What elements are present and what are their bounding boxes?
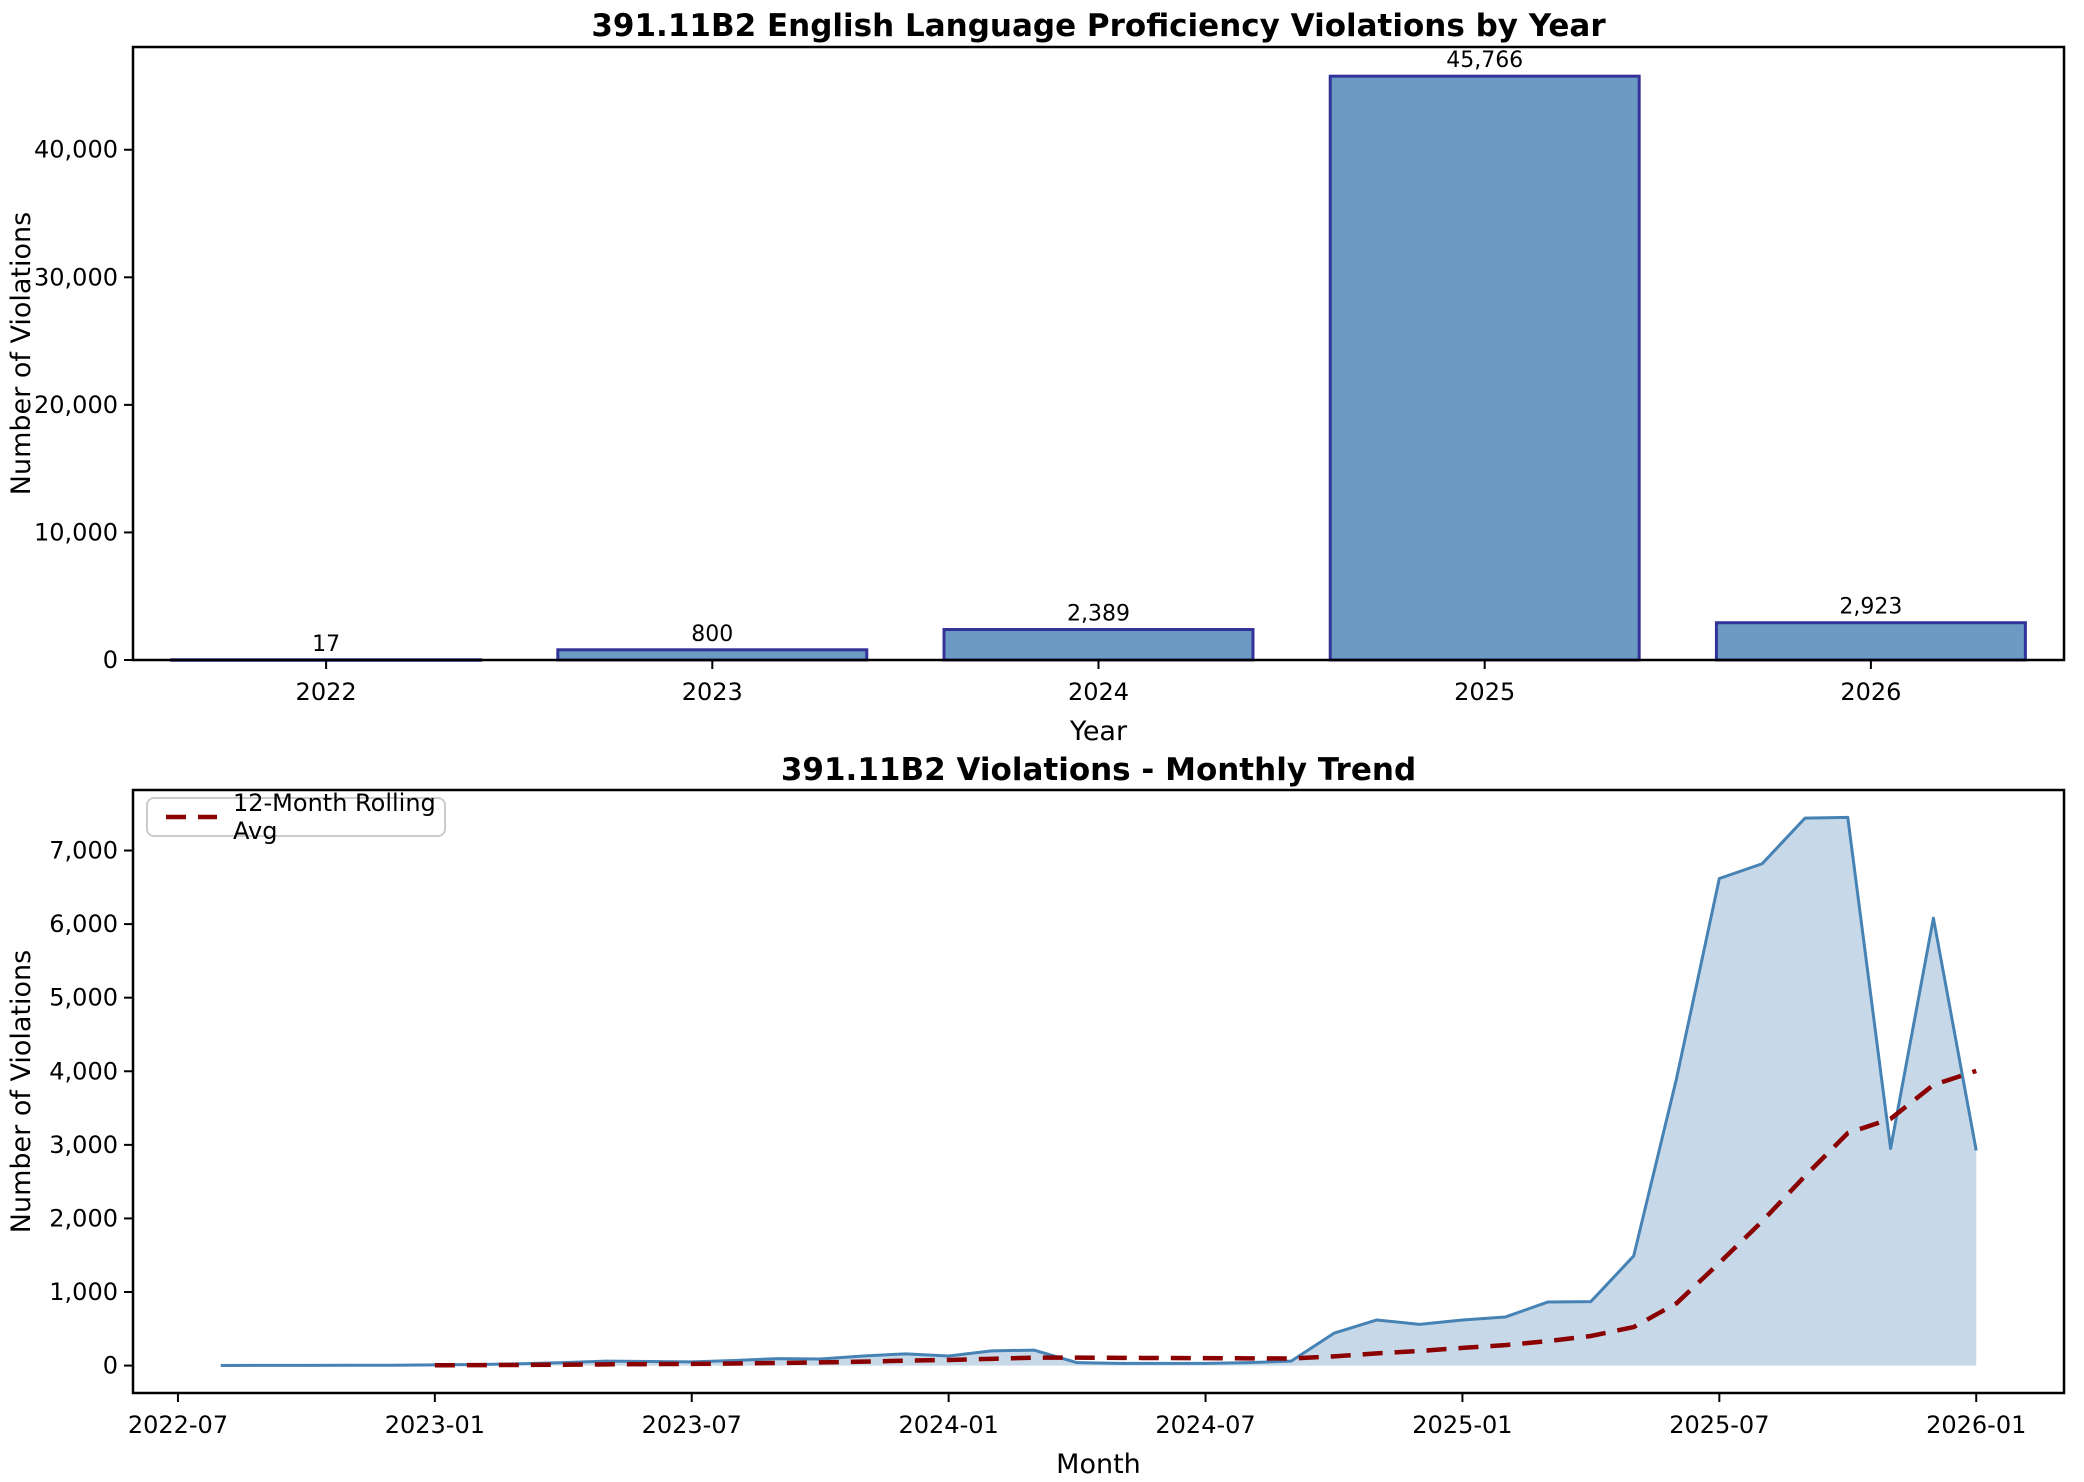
yearly-chart-title: 391.11B2 English Language Proficiency Vi… [591,8,1606,44]
y-tick-label: 0 [103,1352,118,1380]
y-tick-label: 6,000 [49,910,118,938]
y-tick-label: 2,000 [49,1204,118,1232]
rolling-average-line [434,1068,1977,1368]
legend: 12-Month Rolling Avg [146,789,446,845]
y-tick-label: 5,000 [49,984,118,1012]
yearly-bar-chart: 17 800 2,389 45,766 2,923 0 10,000 20,000 30,000… [6,45,2066,745]
monthly-area-fill [220,817,1977,1366]
monthly-trend-chart: 0 1,000 2,000 3,000 4,000 5,000 6,000 7,000 2022… [6,788,2066,1480]
x-tick-label: 2024-07 [1155,1411,1255,1439]
x-axis-label: Month [1056,1449,1141,1480]
y-tick-label: 1,000 [49,1278,118,1306]
y-tick-label: 20,000 [34,391,118,419]
y-axis-label: Number of Violations [6,212,37,495]
x-tick-label: 2023-01 [385,1411,485,1439]
y-tick-label: 40,000 [34,136,118,164]
bar-value-label: 17 [312,632,340,657]
x-tick-label: 2022 [296,678,357,706]
bar-value-label: 2,389 [1067,602,1130,627]
bar-2023 [556,648,869,662]
x-tick-label: 2023-07 [642,1411,742,1439]
x-axis-label: Year [1069,716,1128,745]
plot-border [131,788,2066,1395]
x-tick-label: 2026-01 [1926,1411,2026,1439]
y-tick-label: 3,000 [49,1131,118,1159]
x-tick-label: 2022-07 [128,1411,228,1439]
x-tick-label: 2025-07 [1669,1411,1769,1439]
bar-value-label: 2,923 [1839,595,1902,620]
bar-2025 [1328,74,1641,662]
bar-2026 [1714,621,2027,662]
x-tick-label: 2023 [682,678,743,706]
legend-dashed-line-sample [166,814,217,820]
x-tick-label: 2024-01 [899,1411,999,1439]
y-tick-label: 0 [103,646,118,674]
y-tick-label: 7,000 [49,837,118,865]
bar-2024 [942,628,1255,662]
y-axis-label: Number of Violations [6,950,37,1233]
x-tick-label: 2024 [1068,678,1129,706]
monthly-chart-title: 391.11B2 Violations - Monthly Trend [780,752,1417,788]
legend-label: 12-Month Rolling Avg [232,789,436,845]
bar-value-label: 800 [691,622,733,647]
x-tick-label: 2025-01 [1412,1411,1512,1439]
y-tick-label: 30,000 [34,263,118,291]
y-tick-label: 10,000 [34,518,118,546]
plot-border [131,45,2066,662]
bar-value-label: 45,766 [1446,48,1523,73]
y-tick-label: 4,000 [49,1057,118,1085]
x-tick-label: 2026 [1840,678,1901,706]
x-tick-label: 2025 [1454,678,1515,706]
